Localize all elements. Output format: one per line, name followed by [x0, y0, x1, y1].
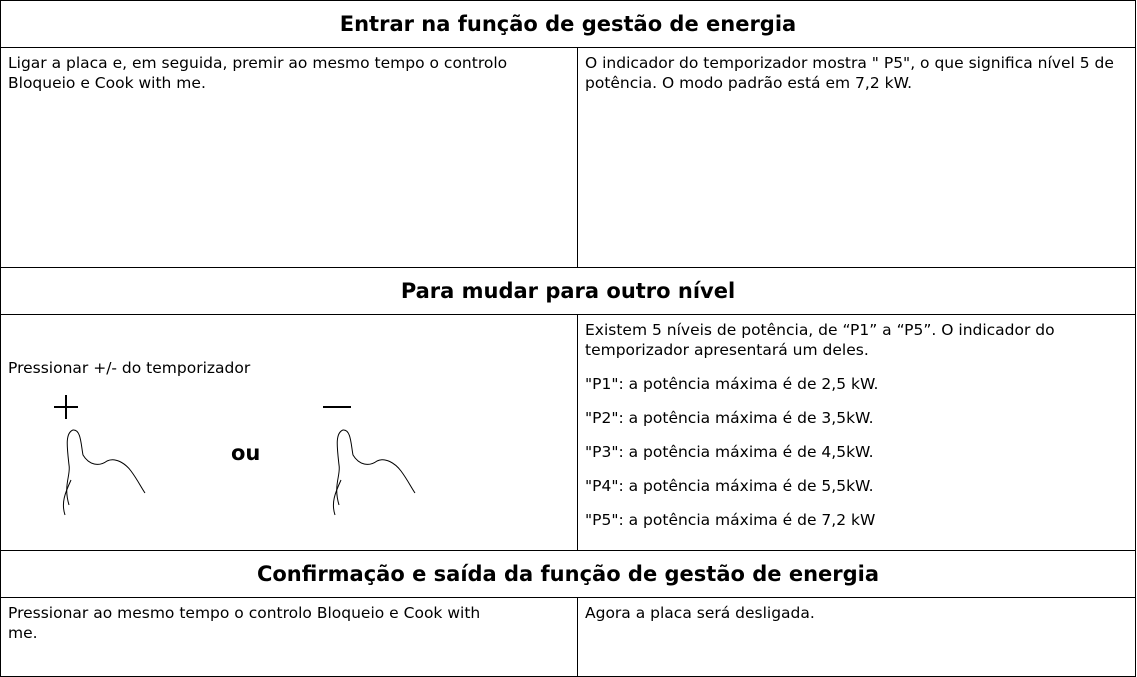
- left-cell: Ligar a placa e, em seguida, premir ao m…: [0, 47, 578, 268]
- description: "P5": a potência máxima é de 7,2 kW: [585, 511, 876, 529]
- right-cell: O indicador do temporizador mostra " P5"…: [577, 47, 1136, 268]
- hand-illustration: [54, 395, 416, 516]
- left-cell: Pressionar ao mesmo tempo o controlo Blo…: [0, 597, 578, 677]
- description: Agora a placa será desligada.: [585, 604, 815, 622]
- description: O indicador do temporizador mostra " P5"…: [585, 54, 1114, 92]
- instruction: Pressionar ao mesmo tempo o controlo Blo…: [8, 604, 481, 642]
- description: "P3": a potência máxima é de 4,5kW.: [585, 443, 874, 461]
- description: "P4": a potência máxima é de 5,5kW.: [585, 477, 874, 495]
- section-title: Confirmação e saída da função de gestão …: [0, 550, 1136, 598]
- description: Existem 5 níveis de potência, de “P1” a …: [585, 321, 1055, 359]
- description: "P2": a potência máxima é de 3,5kW.: [585, 409, 874, 427]
- section-title: Entrar na função de gestão de energia: [0, 0, 1136, 48]
- separator: ou: [231, 441, 261, 465]
- section-title: Para mudar para outro nível: [0, 267, 1136, 315]
- right-cell: Existem 5 níveis de potência, de “P1” a …: [577, 314, 1136, 551]
- instruction: Ligar a placa e, em seguida, premir ao m…: [8, 54, 508, 92]
- instruction: Pressionar +/- do temporizador: [8, 359, 251, 377]
- description: "P1": a potência máxima é de 2,5 kW.: [585, 375, 879, 393]
- right-cell: Agora a placa será desligada.: [577, 597, 1136, 677]
- left-cell: Pressionar +/- do temporizador ou: [0, 314, 578, 551]
